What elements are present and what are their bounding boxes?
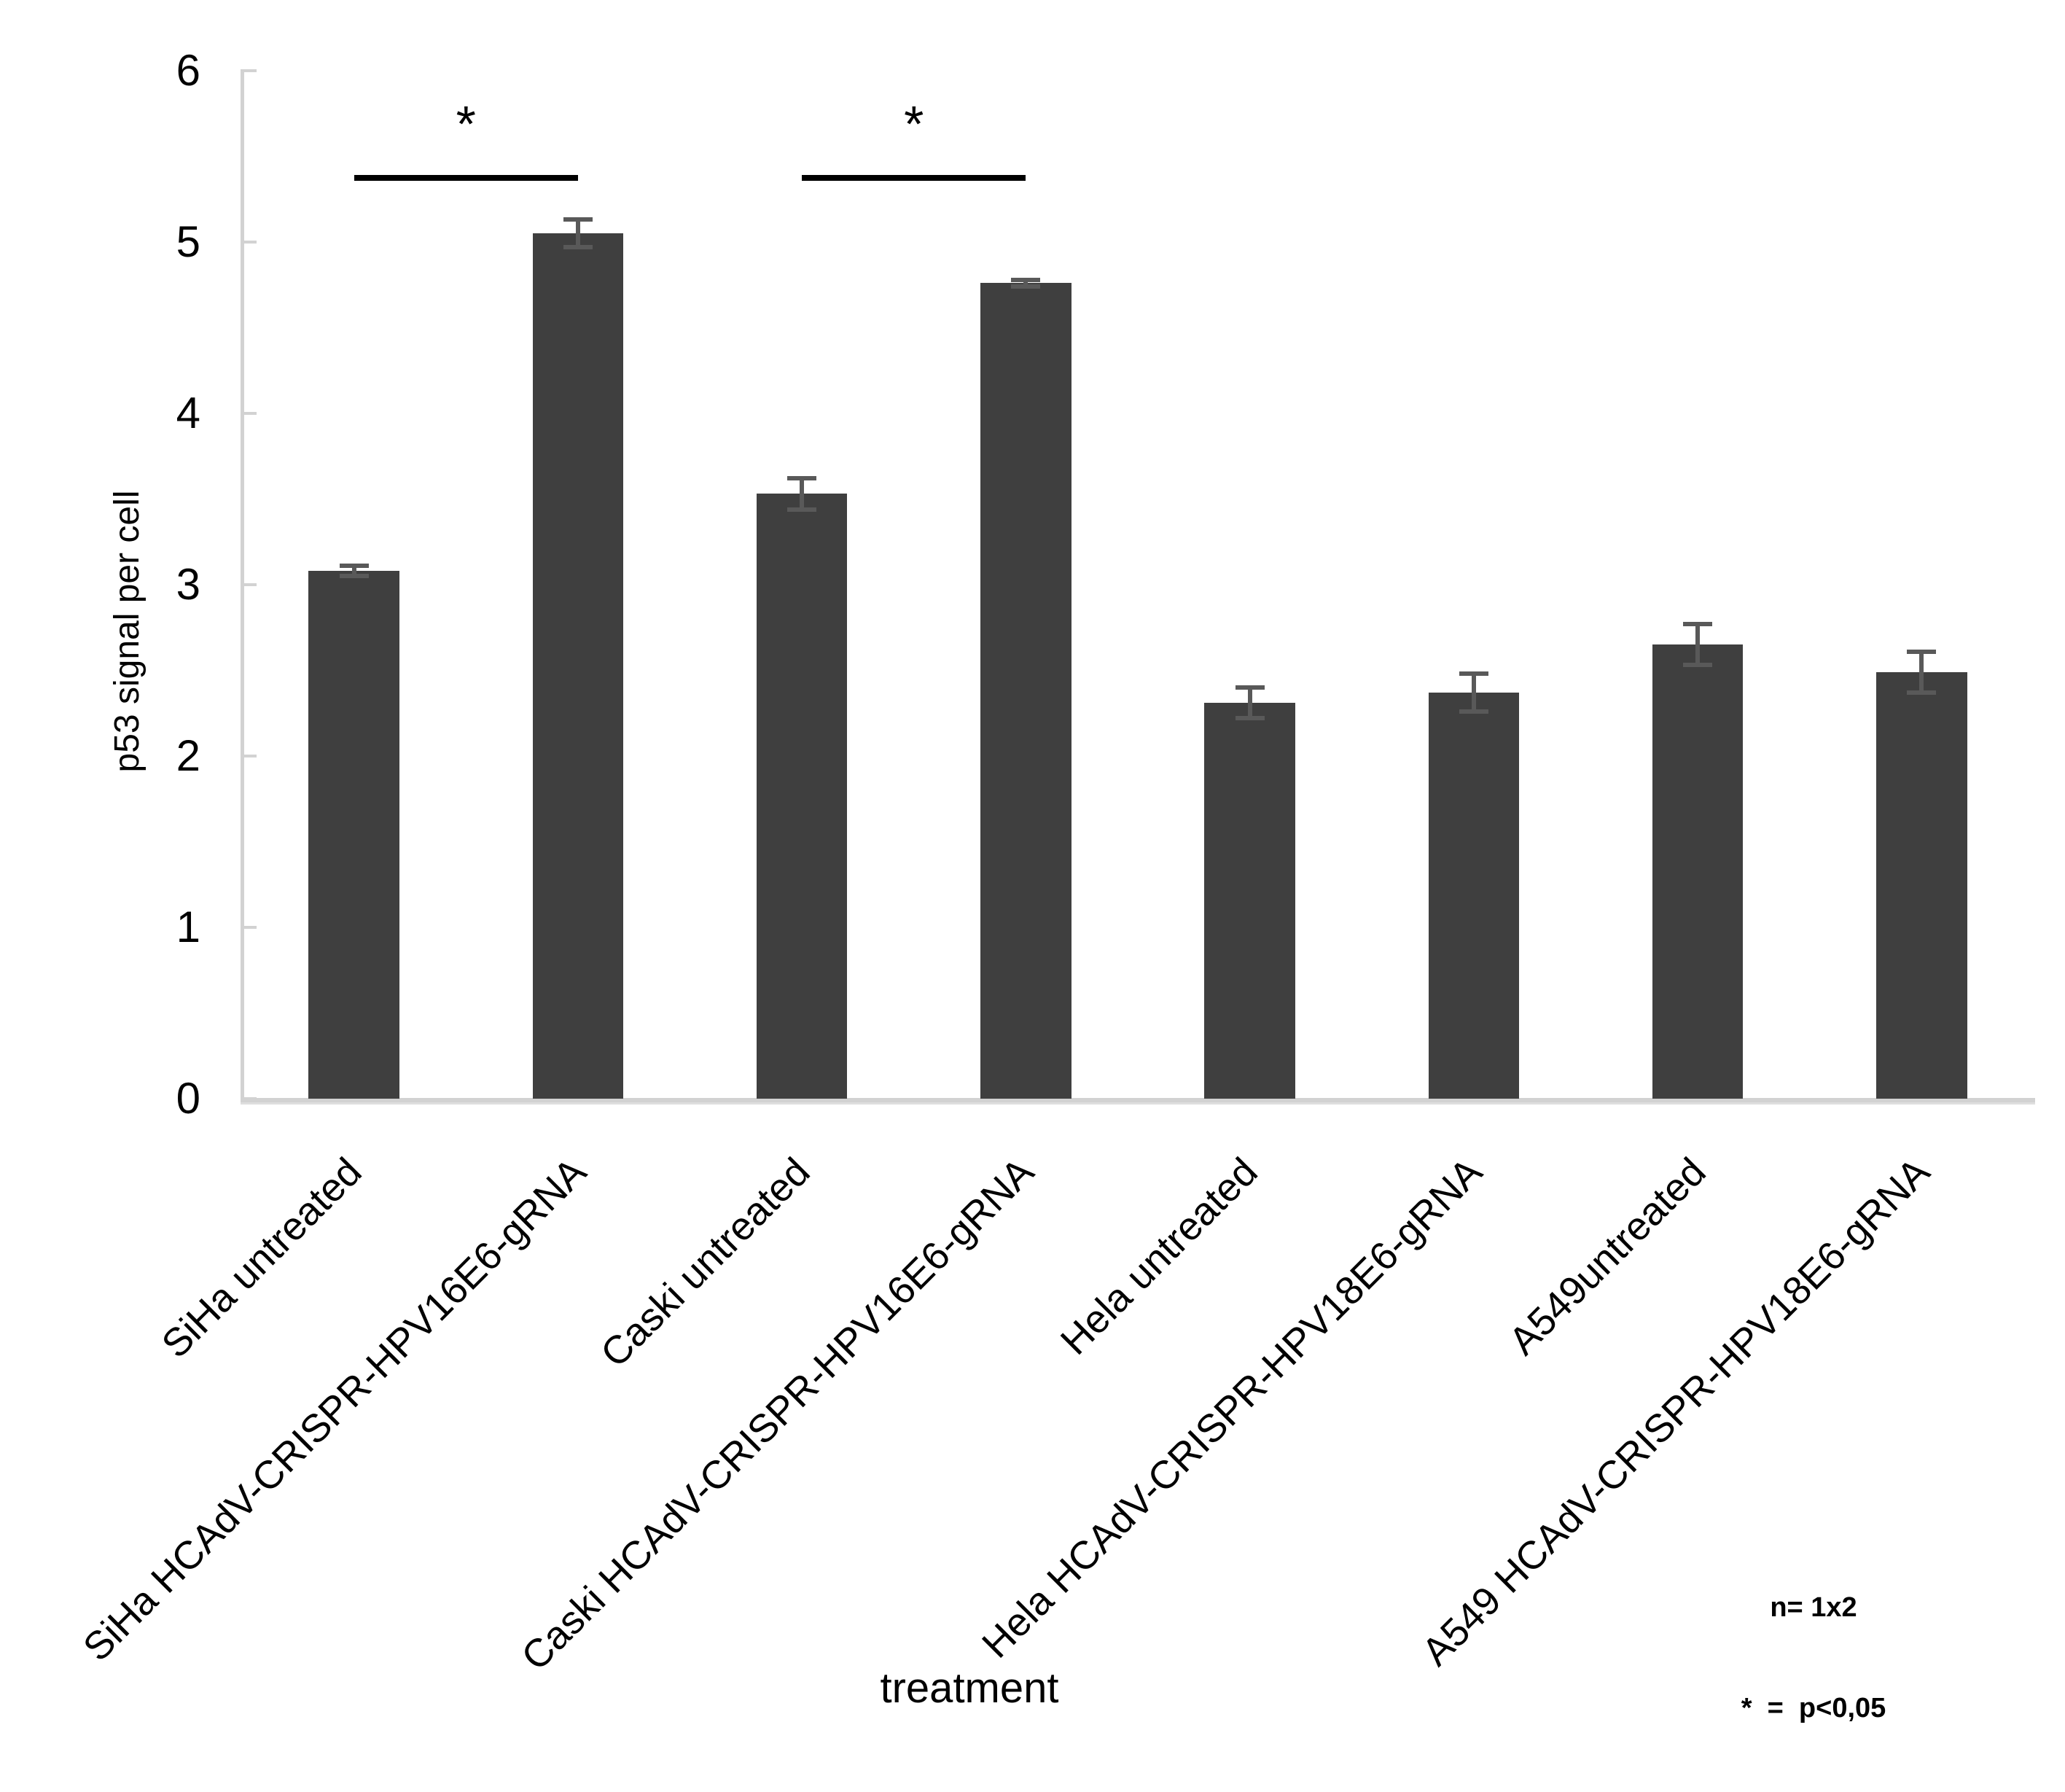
error-bar-cap <box>787 507 817 512</box>
error-bar-cap <box>1907 649 1937 654</box>
y-tick-mark <box>242 412 257 415</box>
error-bar <box>1023 279 1028 287</box>
bar <box>980 283 1071 1099</box>
error-bar <box>1919 651 1924 693</box>
bar <box>532 233 624 1099</box>
error-bar <box>351 566 356 577</box>
y-tick-mark <box>242 241 257 244</box>
bar <box>1204 703 1295 1099</box>
x-axis-category-label: SiHa HCAdV-CRISPR-HPV16E6-gRNA <box>74 1150 595 1670</box>
error-bar-cap <box>1459 709 1488 714</box>
error-bar-cap <box>1683 622 1713 627</box>
stats-note: n= 1x2 * = p<0,05 <box>1631 1524 1996 1792</box>
error-bar-cap <box>787 476 817 481</box>
y-tick-label: 3 <box>176 560 200 609</box>
note-line-significance: * = p<0,05 <box>1741 1693 1886 1723</box>
significance-asterisk: * <box>456 96 476 153</box>
significance-line <box>354 175 578 182</box>
error-bar-cap <box>1907 690 1937 696</box>
error-bar-cap <box>1011 277 1041 282</box>
x-axis-category-label: Hela untreated <box>1053 1150 1267 1363</box>
y-tick-mark <box>242 926 257 929</box>
bar <box>1652 644 1744 1099</box>
y-tick-label: 5 <box>176 217 200 266</box>
note-line-n: n= 1x2 <box>1770 1592 1857 1623</box>
y-tick-label: 2 <box>176 731 200 780</box>
x-axis-category-label: Caski HCAdV-CRISPR-HPV16E6-gRNA <box>513 1150 1042 1679</box>
y-tick-mark <box>242 69 257 72</box>
error-bar-cap <box>1235 716 1265 721</box>
x-axis-category-label: A549untreated <box>1500 1150 1714 1363</box>
significance-asterisk: * <box>904 96 924 153</box>
error-bar-cap <box>1683 663 1713 668</box>
y-tick-label: 4 <box>176 389 200 437</box>
error-bar-cap <box>1235 685 1265 690</box>
error-bar <box>1695 624 1701 666</box>
y-axis-title: p53 signal per cell <box>108 490 147 773</box>
error-bar <box>1471 674 1476 712</box>
bar <box>1876 671 1967 1099</box>
x-axis-line <box>241 1098 2035 1102</box>
error-bar <box>575 219 580 248</box>
y-tick-mark <box>242 1097 257 1100</box>
y-tick-label: 1 <box>176 903 200 951</box>
error-bar <box>800 478 805 510</box>
error-bar <box>1247 687 1252 719</box>
y-tick-label: 6 <box>176 46 200 95</box>
chart-area: 0 1 2 3 4 5 6 SiHa untreated SiHa HCAdV-CRISPR-… <box>74 46 2035 1723</box>
bar <box>1428 693 1520 1099</box>
x-axis-category-label: Caski untreated <box>592 1150 819 1376</box>
x-axis-title: treatment <box>880 1664 1059 1712</box>
x-axis-category-label: Hela HCAdV-CRISPR-HPV18E6-gRNA <box>973 1150 1491 1667</box>
error-bar-cap <box>563 245 593 250</box>
bar <box>308 571 399 1099</box>
y-tick-label: 0 <box>176 1074 200 1123</box>
error-bar-cap <box>1011 284 1041 289</box>
significance-line <box>802 175 1026 182</box>
x-axis-category-label: SiHa untreated <box>153 1150 371 1367</box>
error-bar-cap <box>1459 671 1488 677</box>
error-bar-cap <box>339 574 369 579</box>
error-bar-cap <box>563 217 593 222</box>
bar <box>756 494 848 1099</box>
y-tick-mark <box>242 583 257 586</box>
y-tick-mark <box>242 755 257 757</box>
error-bar-cap <box>339 564 369 569</box>
